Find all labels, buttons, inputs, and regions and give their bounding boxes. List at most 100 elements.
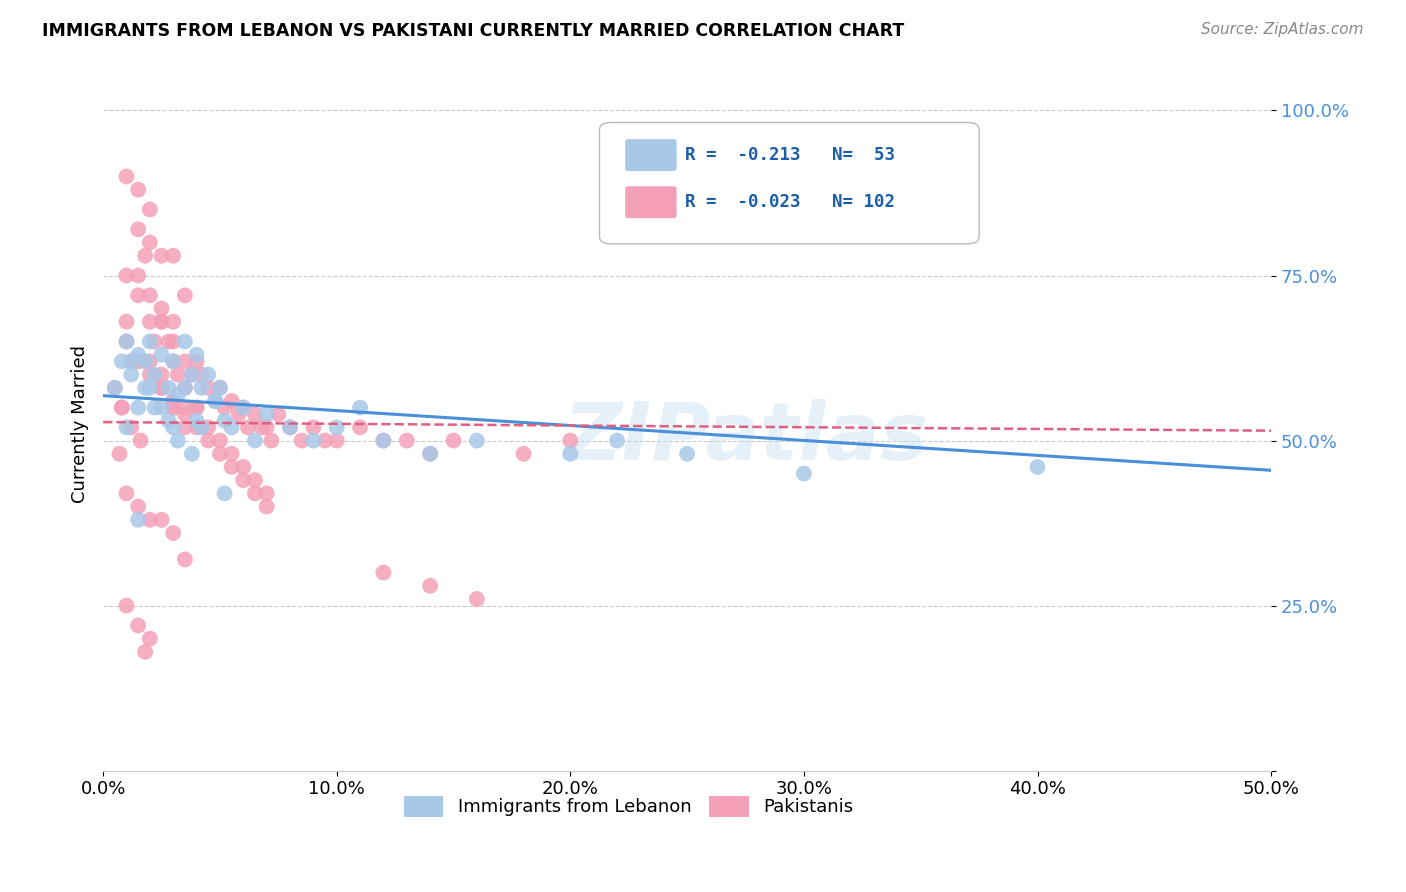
Point: [243, 486, 266, 500]
Point: [162, 354, 184, 368]
Point: [180, 368, 202, 382]
Point: [139, 202, 162, 217]
Point: [129, 434, 152, 448]
Point: [127, 183, 149, 197]
Point: [186, 348, 208, 362]
Point: [115, 334, 138, 349]
Point: [115, 486, 138, 500]
Point: [278, 420, 301, 434]
Point: [173, 381, 195, 395]
Point: [232, 473, 254, 487]
Point: [267, 407, 290, 421]
Point: [232, 401, 254, 415]
Point: [204, 394, 226, 409]
Point: [134, 381, 156, 395]
FancyBboxPatch shape: [626, 186, 676, 219]
Point: [208, 381, 231, 395]
Point: [325, 420, 347, 434]
Point: [395, 434, 418, 448]
Point: [115, 315, 138, 329]
Point: [127, 348, 149, 362]
Point: [197, 434, 219, 448]
Point: [512, 447, 534, 461]
Point: [150, 315, 173, 329]
Point: [162, 354, 184, 368]
Point: [150, 513, 173, 527]
Point: [221, 460, 243, 475]
Point: [115, 268, 138, 283]
Point: [111, 354, 134, 368]
Point: [186, 420, 208, 434]
Point: [250, 420, 273, 434]
Point: [190, 420, 212, 434]
Point: [111, 401, 134, 415]
Point: [676, 447, 699, 461]
Point: [139, 288, 162, 302]
Point: [139, 513, 162, 527]
Text: R =  -0.023   N= 102: R = -0.023 N= 102: [685, 194, 894, 211]
Point: [373, 434, 395, 448]
Point: [180, 447, 202, 461]
Point: [186, 401, 208, 415]
Point: [278, 420, 301, 434]
Point: [127, 354, 149, 368]
Point: [465, 434, 488, 448]
Text: R =  -0.213   N=  53: R = -0.213 N= 53: [685, 146, 894, 164]
Point: [150, 401, 173, 415]
Point: [143, 334, 166, 349]
Point: [560, 434, 582, 448]
Point: [256, 486, 278, 500]
Point: [162, 334, 184, 349]
Point: [139, 381, 162, 395]
Point: [150, 381, 173, 395]
Point: [243, 407, 266, 421]
Point: [139, 632, 162, 646]
Point: [232, 460, 254, 475]
Point: [139, 315, 162, 329]
Point: [314, 434, 336, 448]
Point: [302, 434, 325, 448]
Text: ZIPatlas: ZIPatlas: [562, 399, 928, 477]
Point: [120, 368, 142, 382]
Point: [173, 407, 195, 421]
Point: [167, 368, 190, 382]
Point: [256, 500, 278, 514]
Point: [108, 447, 131, 461]
Point: [256, 420, 278, 434]
Point: [180, 368, 202, 382]
Point: [221, 394, 243, 409]
Point: [260, 434, 283, 448]
Point: [157, 334, 180, 349]
Point: [373, 434, 395, 448]
Point: [325, 434, 347, 448]
Legend: Immigrants from Lebanon, Pakistanis: Immigrants from Lebanon, Pakistanis: [396, 789, 860, 824]
Point: [157, 414, 180, 428]
Point: [208, 447, 231, 461]
Point: [157, 381, 180, 395]
Point: [221, 420, 243, 434]
Point: [139, 334, 162, 349]
Point: [162, 249, 184, 263]
Point: [243, 434, 266, 448]
Point: [419, 579, 441, 593]
Point: [143, 401, 166, 415]
Point: [111, 401, 134, 415]
Point: [606, 434, 628, 448]
Point: [186, 354, 208, 368]
Point: [134, 645, 156, 659]
Point: [139, 354, 162, 368]
Point: [228, 407, 250, 421]
Point: [150, 301, 173, 316]
Point: [143, 368, 166, 382]
Point: [167, 434, 190, 448]
Point: [127, 268, 149, 283]
Point: [190, 381, 212, 395]
Point: [214, 414, 236, 428]
Point: [232, 401, 254, 415]
Point: [208, 381, 231, 395]
Point: [186, 401, 208, 415]
Point: [349, 401, 371, 415]
Point: [173, 381, 195, 395]
Point: [162, 526, 184, 541]
Point: [134, 249, 156, 263]
